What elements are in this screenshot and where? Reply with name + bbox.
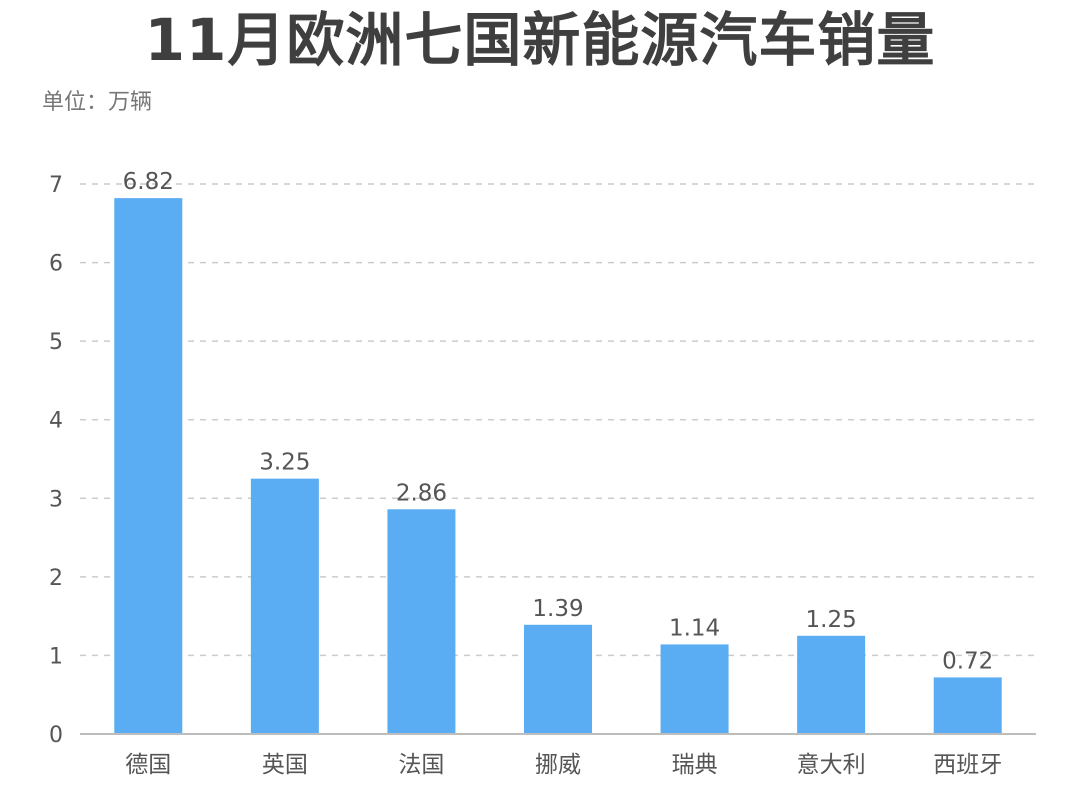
y-tick-label: 0 [49,723,63,748]
value-label: 6.82 [123,169,174,195]
x-tick-label: 法国 [398,752,444,778]
bar-2 [250,478,319,734]
unit-label: 单位：万辆 [42,90,153,115]
bars [114,198,1002,735]
value-label: 1.39 [532,596,583,622]
y-tick-label: 1 [49,644,63,669]
x-tick-label: 意大利 [797,752,866,778]
bar-6 [797,635,866,734]
value-label: 1.14 [669,615,720,641]
y-tick-label: 7 [49,173,63,198]
bar-1 [114,198,183,735]
x-tick-label: 德国 [125,752,171,778]
y-tick-label: 2 [49,566,63,591]
x-tick-label: 西班牙 [933,752,1002,778]
y-axis-ticks: 0 1 2 3 4 5 6 7 [49,173,63,748]
y-tick-label: 6 [49,252,63,277]
x-tick-label: 挪威 [535,752,581,778]
value-label: 0.72 [942,648,993,674]
y-tick-label: 5 [49,330,63,355]
gridlines [80,183,1036,657]
bar-7 [933,677,1002,734]
bar-5 [660,644,729,734]
y-tick-label: 3 [49,487,63,512]
value-label: 2.86 [396,480,447,506]
bar-4 [524,624,592,734]
x-tick-label: 英国 [262,752,308,778]
value-label: 3.25 [259,450,310,476]
bar-3 [387,509,456,734]
x-axis-ticks: 德国 英国 法国 挪威 瑞典 意大利 西班牙 [125,752,1002,778]
chart-title: 11月欧洲七国新能源汽车销量 [144,6,936,74]
x-tick-label: 瑞典 [672,752,718,778]
value-label: 1.25 [806,607,857,633]
y-tick-label: 4 [49,409,63,434]
value-labels: 6.82 3.25 2.86 1.39 1.14 1.25 0.72 [123,169,994,674]
